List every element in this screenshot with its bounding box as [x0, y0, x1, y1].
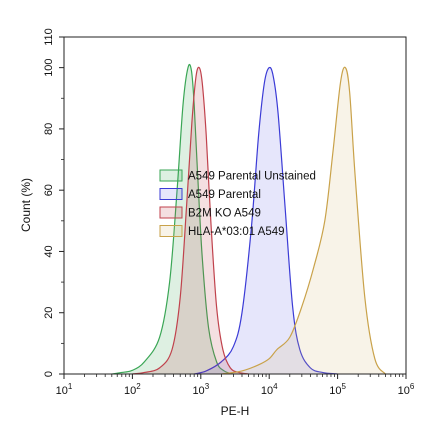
plot-frame — [63, 36, 407, 375]
series-1-line — [111, 63, 234, 375]
y-axis: 0 20 40 60 80 100 110 — [43, 28, 64, 377]
legend-swatch — [159, 169, 183, 182]
histogram-series-layer — [111, 63, 386, 375]
x-axis-title: PE-H — [221, 404, 250, 418]
x-tick-label: 103 — [192, 382, 209, 397]
legend-swatch — [159, 225, 183, 237]
legend-swatch — [159, 188, 183, 200]
legend-label: B2M KO A549 — [188, 208, 261, 220]
series-4-line — [221, 66, 386, 375]
legend-label: A549 Parental — [188, 189, 261, 201]
series-2-line — [194, 66, 338, 375]
y-tick-label: 40 — [43, 245, 55, 257]
x-tick-label: 104 — [261, 382, 278, 397]
series-3-line — [132, 66, 249, 375]
y-axis-title: Count (%) — [19, 178, 33, 232]
y-tick-label: 20 — [43, 307, 55, 319]
x-tick-label: 106 — [398, 382, 415, 397]
y-tick-label: 60 — [43, 184, 55, 196]
x-tick-label: 101 — [56, 382, 73, 397]
legend-swatch — [159, 206, 183, 219]
y-tick-label: 110 — [43, 28, 55, 46]
series-1-area — [111, 64, 234, 374]
legend: A549 Parental Unstained A549 Parental B2M … — [159, 169, 316, 238]
x-axis: 101 102 103 104 105 106 — [56, 374, 415, 397]
series-3-area — [132, 67, 249, 375]
y-tick-label: 0 — [43, 371, 55, 377]
y-tick-label: 100 — [43, 58, 55, 76]
x-tick-label: 102 — [124, 382, 141, 397]
series-4-area — [221, 67, 386, 375]
series-2-area — [194, 67, 338, 374]
legend-label: HLA-A*03:01 A549 — [188, 226, 285, 238]
legend-label: A549 Parental Unstained — [188, 171, 316, 183]
y-tick-label: 80 — [43, 123, 55, 135]
x-tick-label: 105 — [329, 382, 346, 397]
